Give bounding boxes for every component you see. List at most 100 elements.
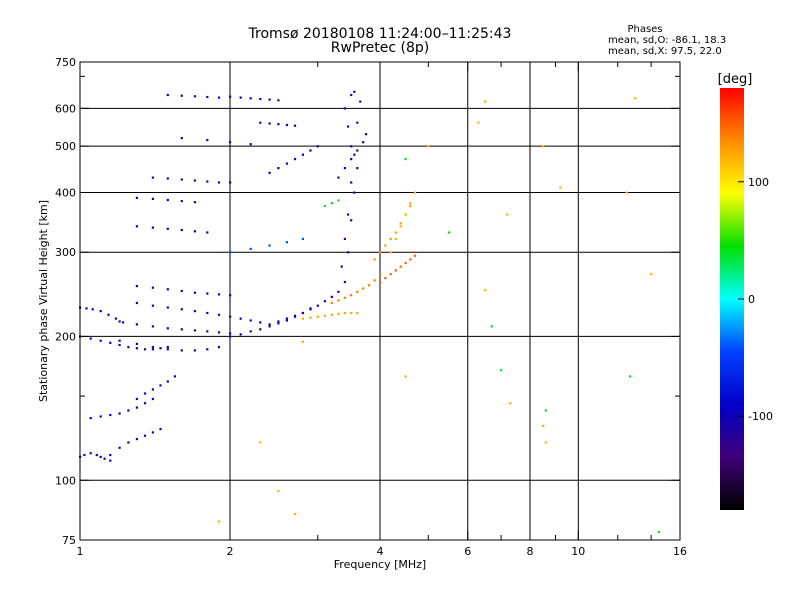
echo-point [217, 520, 221, 523]
echo-point [409, 202, 412, 205]
echo-point [239, 317, 242, 320]
y-tick-label: 300 [55, 246, 76, 259]
echo-point [353, 90, 356, 93]
echo-point [89, 337, 92, 340]
y-tick-label: 500 [55, 140, 76, 153]
echo-point [350, 219, 353, 222]
echo-point [151, 176, 154, 179]
y-tick-label: 200 [55, 330, 76, 343]
echo-point [309, 308, 312, 311]
echo-point [109, 453, 112, 457]
echo-point [285, 317, 288, 320]
x-tick-label: 10 [571, 545, 585, 558]
y-axis: 75 100 200 300 400 500 600 750 [55, 56, 680, 547]
colorbar-tick-label: 100 [748, 176, 769, 189]
echo-point [404, 158, 407, 161]
echo-point [293, 158, 297, 161]
echo-point [301, 237, 304, 240]
echo-point [337, 199, 340, 202]
echo-point [343, 167, 346, 170]
echo-point [353, 191, 356, 194]
echo-point [166, 288, 169, 291]
echo-point [316, 304, 319, 307]
echo-point [559, 186, 562, 189]
echo-point [379, 251, 382, 254]
echo-point [506, 213, 509, 216]
echo-point [135, 342, 138, 345]
x-tick-label: 2 [227, 545, 234, 558]
echo-point [337, 176, 340, 179]
echo-point [151, 388, 154, 391]
x-tick-label: 4 [377, 545, 384, 558]
echo-point [343, 107, 346, 110]
echo-point [85, 307, 88, 310]
echo-point [399, 222, 402, 225]
x-tick-label: 6 [464, 545, 471, 558]
echo-point [135, 196, 138, 199]
echo-point [277, 489, 280, 493]
echo-point [373, 258, 376, 261]
echo-point [259, 328, 262, 331]
echo-point [316, 315, 319, 318]
echo-point [509, 402, 512, 405]
echo-point [285, 241, 288, 244]
echo-point [206, 330, 209, 333]
echo-point [159, 428, 162, 431]
x-tick-label: 1 [77, 545, 84, 558]
echo-point [217, 181, 221, 184]
echo-point [239, 96, 242, 99]
echo-point [229, 181, 232, 184]
echo-point [293, 314, 297, 317]
echo-point [206, 292, 209, 295]
echo-point [356, 311, 359, 315]
echo-point [477, 121, 480, 124]
echo-point [330, 301, 333, 305]
echo-point [206, 348, 209, 351]
echo-point [350, 181, 353, 184]
echo-point [309, 316, 312, 319]
echo-point [268, 98, 271, 101]
echo-point [268, 323, 271, 326]
echo-point [193, 291, 196, 294]
echo-point [135, 397, 138, 401]
echo-point [180, 137, 183, 140]
echo-point [384, 277, 387, 280]
echo-point [249, 330, 252, 333]
echo-point [337, 290, 340, 293]
echo-point [229, 95, 232, 98]
echo-point [389, 251, 392, 254]
echo-point [340, 265, 343, 268]
echo-point [193, 349, 196, 352]
echo-point [379, 280, 382, 284]
echo-point [173, 375, 176, 378]
echo-point [193, 201, 196, 204]
colorbar-unit-label: [deg] [718, 72, 753, 87]
echo-point [347, 251, 350, 254]
echo-point [135, 323, 138, 326]
y-tick-label: 750 [55, 56, 76, 69]
echo-point [135, 347, 138, 350]
x-axis: 1 2 4 6 8 10 16 [77, 62, 687, 558]
echo-point [229, 335, 232, 338]
echo-point [301, 311, 304, 315]
echo-point [268, 325, 271, 328]
echo-point [634, 97, 637, 100]
echo-point [127, 441, 130, 444]
echo-point [293, 513, 297, 516]
echo-point [359, 100, 362, 103]
echo-point [399, 265, 402, 268]
echo-point [206, 180, 209, 183]
echo-point [330, 295, 333, 298]
echo-point [343, 237, 346, 240]
echo-point [180, 289, 183, 293]
colorbar-tick-label: -100 [748, 410, 773, 423]
echo-point [91, 308, 94, 311]
echo-point [229, 251, 232, 254]
echo-point [151, 304, 154, 307]
echo-point [135, 285, 138, 288]
echo-point [389, 237, 392, 240]
echo-point [180, 328, 183, 331]
colorbar-tick-label: 0 [748, 293, 755, 306]
echo-point [413, 191, 417, 194]
echo-point [394, 231, 397, 234]
